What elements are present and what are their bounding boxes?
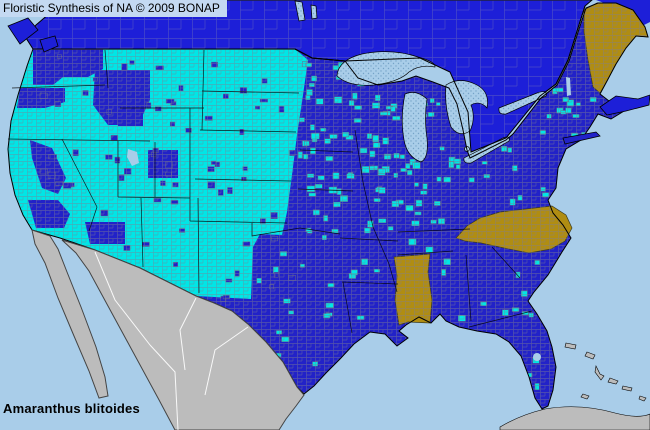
lake-huron (445, 80, 488, 135)
mexico-region (61, 239, 305, 430)
header-credit: Floristic Synthesis of NA © 2009 BONAP (0, 0, 227, 17)
cuba (499, 406, 650, 430)
bahamas-islands (564, 342, 647, 402)
great-salt-lake (127, 149, 139, 166)
lake-okeechobee (533, 353, 541, 361)
baja-california (31, 229, 109, 399)
bc-coast-island (39, 35, 59, 53)
lake-manitoba (310, 4, 318, 20)
species-name-label: Amaranthus blitoides (3, 401, 140, 416)
state-borders (7, 49, 533, 334)
lake-michigan (401, 92, 428, 163)
long-island (562, 131, 601, 145)
mexico-state-borders (94, 251, 249, 430)
lake-ontario (498, 91, 547, 115)
lake-champlain (566, 77, 571, 96)
vancouver-island (7, 17, 39, 45)
lake-winnipeg (294, 0, 306, 22)
